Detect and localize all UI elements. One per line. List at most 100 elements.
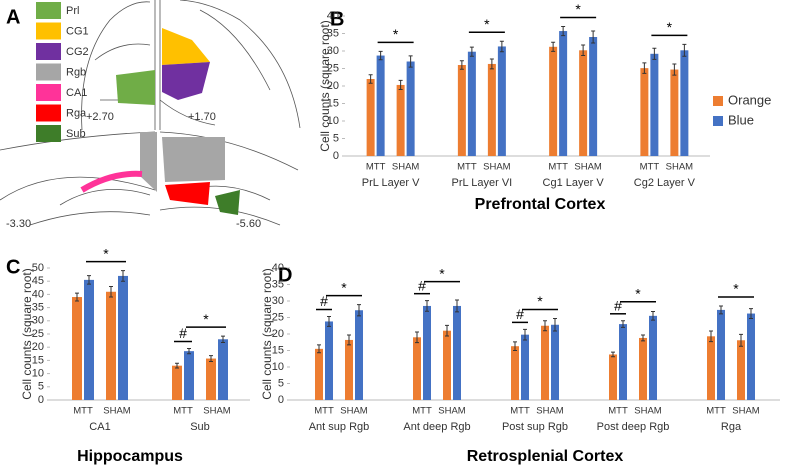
error-bar: [642, 62, 647, 74]
x-tick-label: MTT: [457, 162, 477, 173]
bar: [541, 325, 549, 400]
x-tick-label: MTT: [366, 162, 386, 173]
group-label: Cg2 Layer V: [634, 177, 696, 189]
y-tick-label: 10: [327, 115, 339, 127]
bar: [72, 297, 82, 400]
significance-marker: #: [320, 293, 328, 309]
region-sub: [215, 190, 240, 215]
x-tick-label: SHAM: [666, 162, 694, 173]
y-tick-label: 40: [327, 10, 339, 22]
region-rgb: [140, 132, 157, 192]
error-bar: [109, 285, 113, 298]
legend-label: Prl: [66, 5, 79, 17]
bar: [497, 46, 506, 157]
bar: [345, 339, 353, 400]
x-tick-label: MTT: [548, 162, 568, 173]
x-tick-label: MTT: [173, 406, 193, 417]
bar: [551, 324, 559, 400]
error-bar: [121, 270, 125, 282]
significance-marker: *: [341, 279, 347, 295]
error-bar: [581, 44, 586, 57]
bar: [84, 279, 94, 400]
coordinate-label: -3.30: [6, 218, 31, 230]
error-bar: [445, 324, 449, 337]
significance-marker: *: [635, 286, 641, 302]
bar: [589, 37, 598, 156]
significance-marker: *: [103, 245, 109, 261]
error-bar: [641, 334, 645, 342]
x-tick-label: MTT: [608, 406, 628, 417]
legend-label: Blue: [728, 112, 754, 127]
bar: [453, 305, 461, 400]
error-bar: [709, 330, 713, 343]
error-bar: [378, 50, 383, 61]
y-tick-label: 45: [32, 275, 44, 287]
group-label: Rga: [721, 421, 742, 433]
bar: [707, 336, 715, 400]
error-bar: [561, 26, 566, 37]
error-bar: [469, 46, 474, 57]
bar: [609, 354, 617, 400]
error-bar: [327, 316, 331, 327]
section-outline: [81, 0, 156, 131]
legend-swatch: [36, 63, 61, 81]
significance-marker: *: [575, 1, 581, 17]
panel-letter: C: [6, 256, 20, 278]
bar: [376, 55, 385, 156]
region-ca1: [80, 170, 143, 193]
error-bar: [523, 328, 527, 341]
x-tick-label: SHAM: [203, 406, 231, 417]
x-tick-label: MTT: [73, 406, 93, 417]
bar: [315, 348, 323, 400]
legend-swatch: [36, 43, 61, 60]
bar: [106, 291, 116, 400]
bar: [184, 351, 194, 400]
group-label: PrL Layer VI: [452, 177, 513, 189]
y-tick-label: 5: [278, 377, 284, 389]
bar: [206, 358, 216, 400]
bar: [511, 346, 519, 400]
bar: [737, 340, 745, 400]
error-bar: [553, 317, 557, 332]
legend-swatch: [36, 84, 61, 101]
x-tick-label: MTT: [510, 406, 530, 417]
legend-label: Orange: [728, 92, 771, 107]
error-bar: [739, 333, 743, 347]
y-tick-label: 50: [32, 262, 44, 274]
significance-marker: #: [614, 298, 622, 314]
region-prl: [116, 70, 155, 105]
bar: [218, 339, 228, 400]
group-label: Post sup Rgb: [502, 421, 568, 433]
group-label: Post deep Rgb: [597, 421, 670, 433]
bar: [413, 337, 421, 400]
error-bar: [347, 334, 351, 346]
error-bar: [459, 60, 464, 70]
x-tick-label: SHAM: [574, 162, 602, 173]
x-tick-label: SHAM: [438, 406, 466, 417]
legend-label: CA1: [66, 87, 87, 99]
group-label: CA1: [89, 421, 110, 433]
bar: [650, 53, 659, 156]
bar: [579, 50, 588, 156]
section-outline: [0, 131, 156, 226]
bar: [457, 65, 466, 156]
y-tick-label: 0: [38, 394, 44, 406]
bar: [640, 68, 649, 156]
error-bar: [543, 320, 547, 332]
brain-sections: [0, 0, 301, 226]
bar: [619, 324, 627, 400]
error-bar: [209, 355, 213, 362]
significance-marker: #: [179, 325, 187, 341]
x-tick-label: MTT: [314, 406, 334, 417]
bar: [717, 309, 725, 400]
x-tick-label: SHAM: [340, 406, 368, 417]
y-tick-label: 25: [327, 62, 339, 74]
y-tick-label: 25: [32, 328, 44, 340]
legend-swatch: [36, 125, 61, 142]
y-tick-label: 25: [272, 311, 284, 323]
y-tick-label: 20: [32, 341, 44, 353]
bar: [649, 315, 657, 400]
significance-marker: *: [537, 293, 543, 309]
coordinate-label: -5.60: [236, 218, 261, 230]
